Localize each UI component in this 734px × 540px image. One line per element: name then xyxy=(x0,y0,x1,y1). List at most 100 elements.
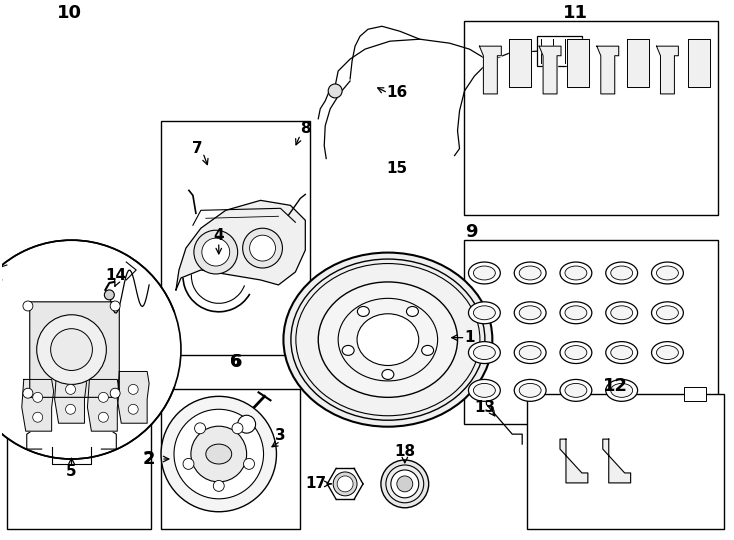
Circle shape xyxy=(110,301,120,311)
Circle shape xyxy=(183,458,194,469)
Ellipse shape xyxy=(391,470,418,498)
Circle shape xyxy=(65,404,76,414)
Ellipse shape xyxy=(421,346,434,355)
Ellipse shape xyxy=(560,342,592,363)
Text: 9: 9 xyxy=(465,223,478,241)
Ellipse shape xyxy=(342,346,354,355)
Ellipse shape xyxy=(468,262,501,284)
Circle shape xyxy=(337,476,353,492)
Ellipse shape xyxy=(386,465,424,503)
Ellipse shape xyxy=(652,302,683,323)
Text: 17: 17 xyxy=(305,476,327,491)
Circle shape xyxy=(232,423,243,434)
Polygon shape xyxy=(560,439,588,483)
Ellipse shape xyxy=(606,262,638,284)
Circle shape xyxy=(191,426,247,482)
Ellipse shape xyxy=(296,264,480,416)
Bar xyxy=(527,394,724,529)
Text: 7: 7 xyxy=(192,141,202,156)
Polygon shape xyxy=(87,380,120,431)
Ellipse shape xyxy=(37,315,106,384)
Ellipse shape xyxy=(565,266,587,280)
Circle shape xyxy=(174,409,264,499)
Ellipse shape xyxy=(468,342,501,363)
Circle shape xyxy=(33,393,43,402)
Ellipse shape xyxy=(565,306,587,320)
Text: 12: 12 xyxy=(603,377,628,395)
Bar xyxy=(7,355,151,529)
Bar xyxy=(161,389,300,529)
Ellipse shape xyxy=(397,476,413,492)
Circle shape xyxy=(98,412,109,422)
Circle shape xyxy=(128,404,138,414)
Ellipse shape xyxy=(611,346,633,360)
Circle shape xyxy=(23,388,33,398)
Polygon shape xyxy=(176,200,305,290)
Ellipse shape xyxy=(515,302,546,323)
Ellipse shape xyxy=(652,342,683,363)
Polygon shape xyxy=(539,46,561,94)
Circle shape xyxy=(250,235,275,261)
Polygon shape xyxy=(479,46,501,94)
Polygon shape xyxy=(688,39,711,87)
Polygon shape xyxy=(22,380,54,431)
Ellipse shape xyxy=(656,306,678,320)
Text: 6: 6 xyxy=(230,354,241,369)
Ellipse shape xyxy=(606,380,638,401)
Circle shape xyxy=(333,472,357,496)
Ellipse shape xyxy=(357,307,369,316)
Ellipse shape xyxy=(291,259,485,420)
Circle shape xyxy=(0,240,181,459)
Circle shape xyxy=(202,238,230,266)
Ellipse shape xyxy=(473,346,495,360)
Polygon shape xyxy=(567,39,589,87)
Polygon shape xyxy=(656,46,678,94)
Ellipse shape xyxy=(611,306,633,320)
Ellipse shape xyxy=(338,299,437,381)
Ellipse shape xyxy=(51,329,92,370)
Text: 3: 3 xyxy=(275,428,286,443)
Ellipse shape xyxy=(519,266,541,280)
Ellipse shape xyxy=(560,302,592,323)
Polygon shape xyxy=(117,372,149,423)
Ellipse shape xyxy=(473,306,495,320)
Ellipse shape xyxy=(382,369,394,380)
Text: 4: 4 xyxy=(214,228,224,242)
Text: 14: 14 xyxy=(106,268,127,284)
Text: 15: 15 xyxy=(386,161,407,176)
Polygon shape xyxy=(603,439,631,483)
Ellipse shape xyxy=(560,262,592,284)
Circle shape xyxy=(161,396,277,512)
Circle shape xyxy=(195,423,206,434)
Ellipse shape xyxy=(606,342,638,363)
Text: 2: 2 xyxy=(143,450,156,468)
Ellipse shape xyxy=(473,266,495,280)
Ellipse shape xyxy=(519,346,541,360)
Bar xyxy=(161,121,310,355)
Ellipse shape xyxy=(519,383,541,397)
Ellipse shape xyxy=(652,262,683,284)
Polygon shape xyxy=(597,46,619,94)
Ellipse shape xyxy=(319,282,457,397)
Ellipse shape xyxy=(565,346,587,360)
Text: 1: 1 xyxy=(464,330,475,345)
Ellipse shape xyxy=(515,342,546,363)
Ellipse shape xyxy=(206,444,232,464)
Ellipse shape xyxy=(357,314,418,366)
Ellipse shape xyxy=(283,253,493,427)
Ellipse shape xyxy=(560,380,592,401)
Circle shape xyxy=(33,412,43,422)
Ellipse shape xyxy=(407,307,418,316)
Ellipse shape xyxy=(656,266,678,280)
Circle shape xyxy=(98,393,109,402)
Circle shape xyxy=(328,84,342,98)
Bar xyxy=(465,21,718,215)
Text: 13: 13 xyxy=(474,400,495,415)
Bar xyxy=(684,387,706,401)
Circle shape xyxy=(238,415,255,433)
Circle shape xyxy=(104,290,115,300)
Circle shape xyxy=(23,301,33,311)
Text: 5: 5 xyxy=(66,464,77,480)
Circle shape xyxy=(214,481,225,491)
Polygon shape xyxy=(509,39,531,87)
